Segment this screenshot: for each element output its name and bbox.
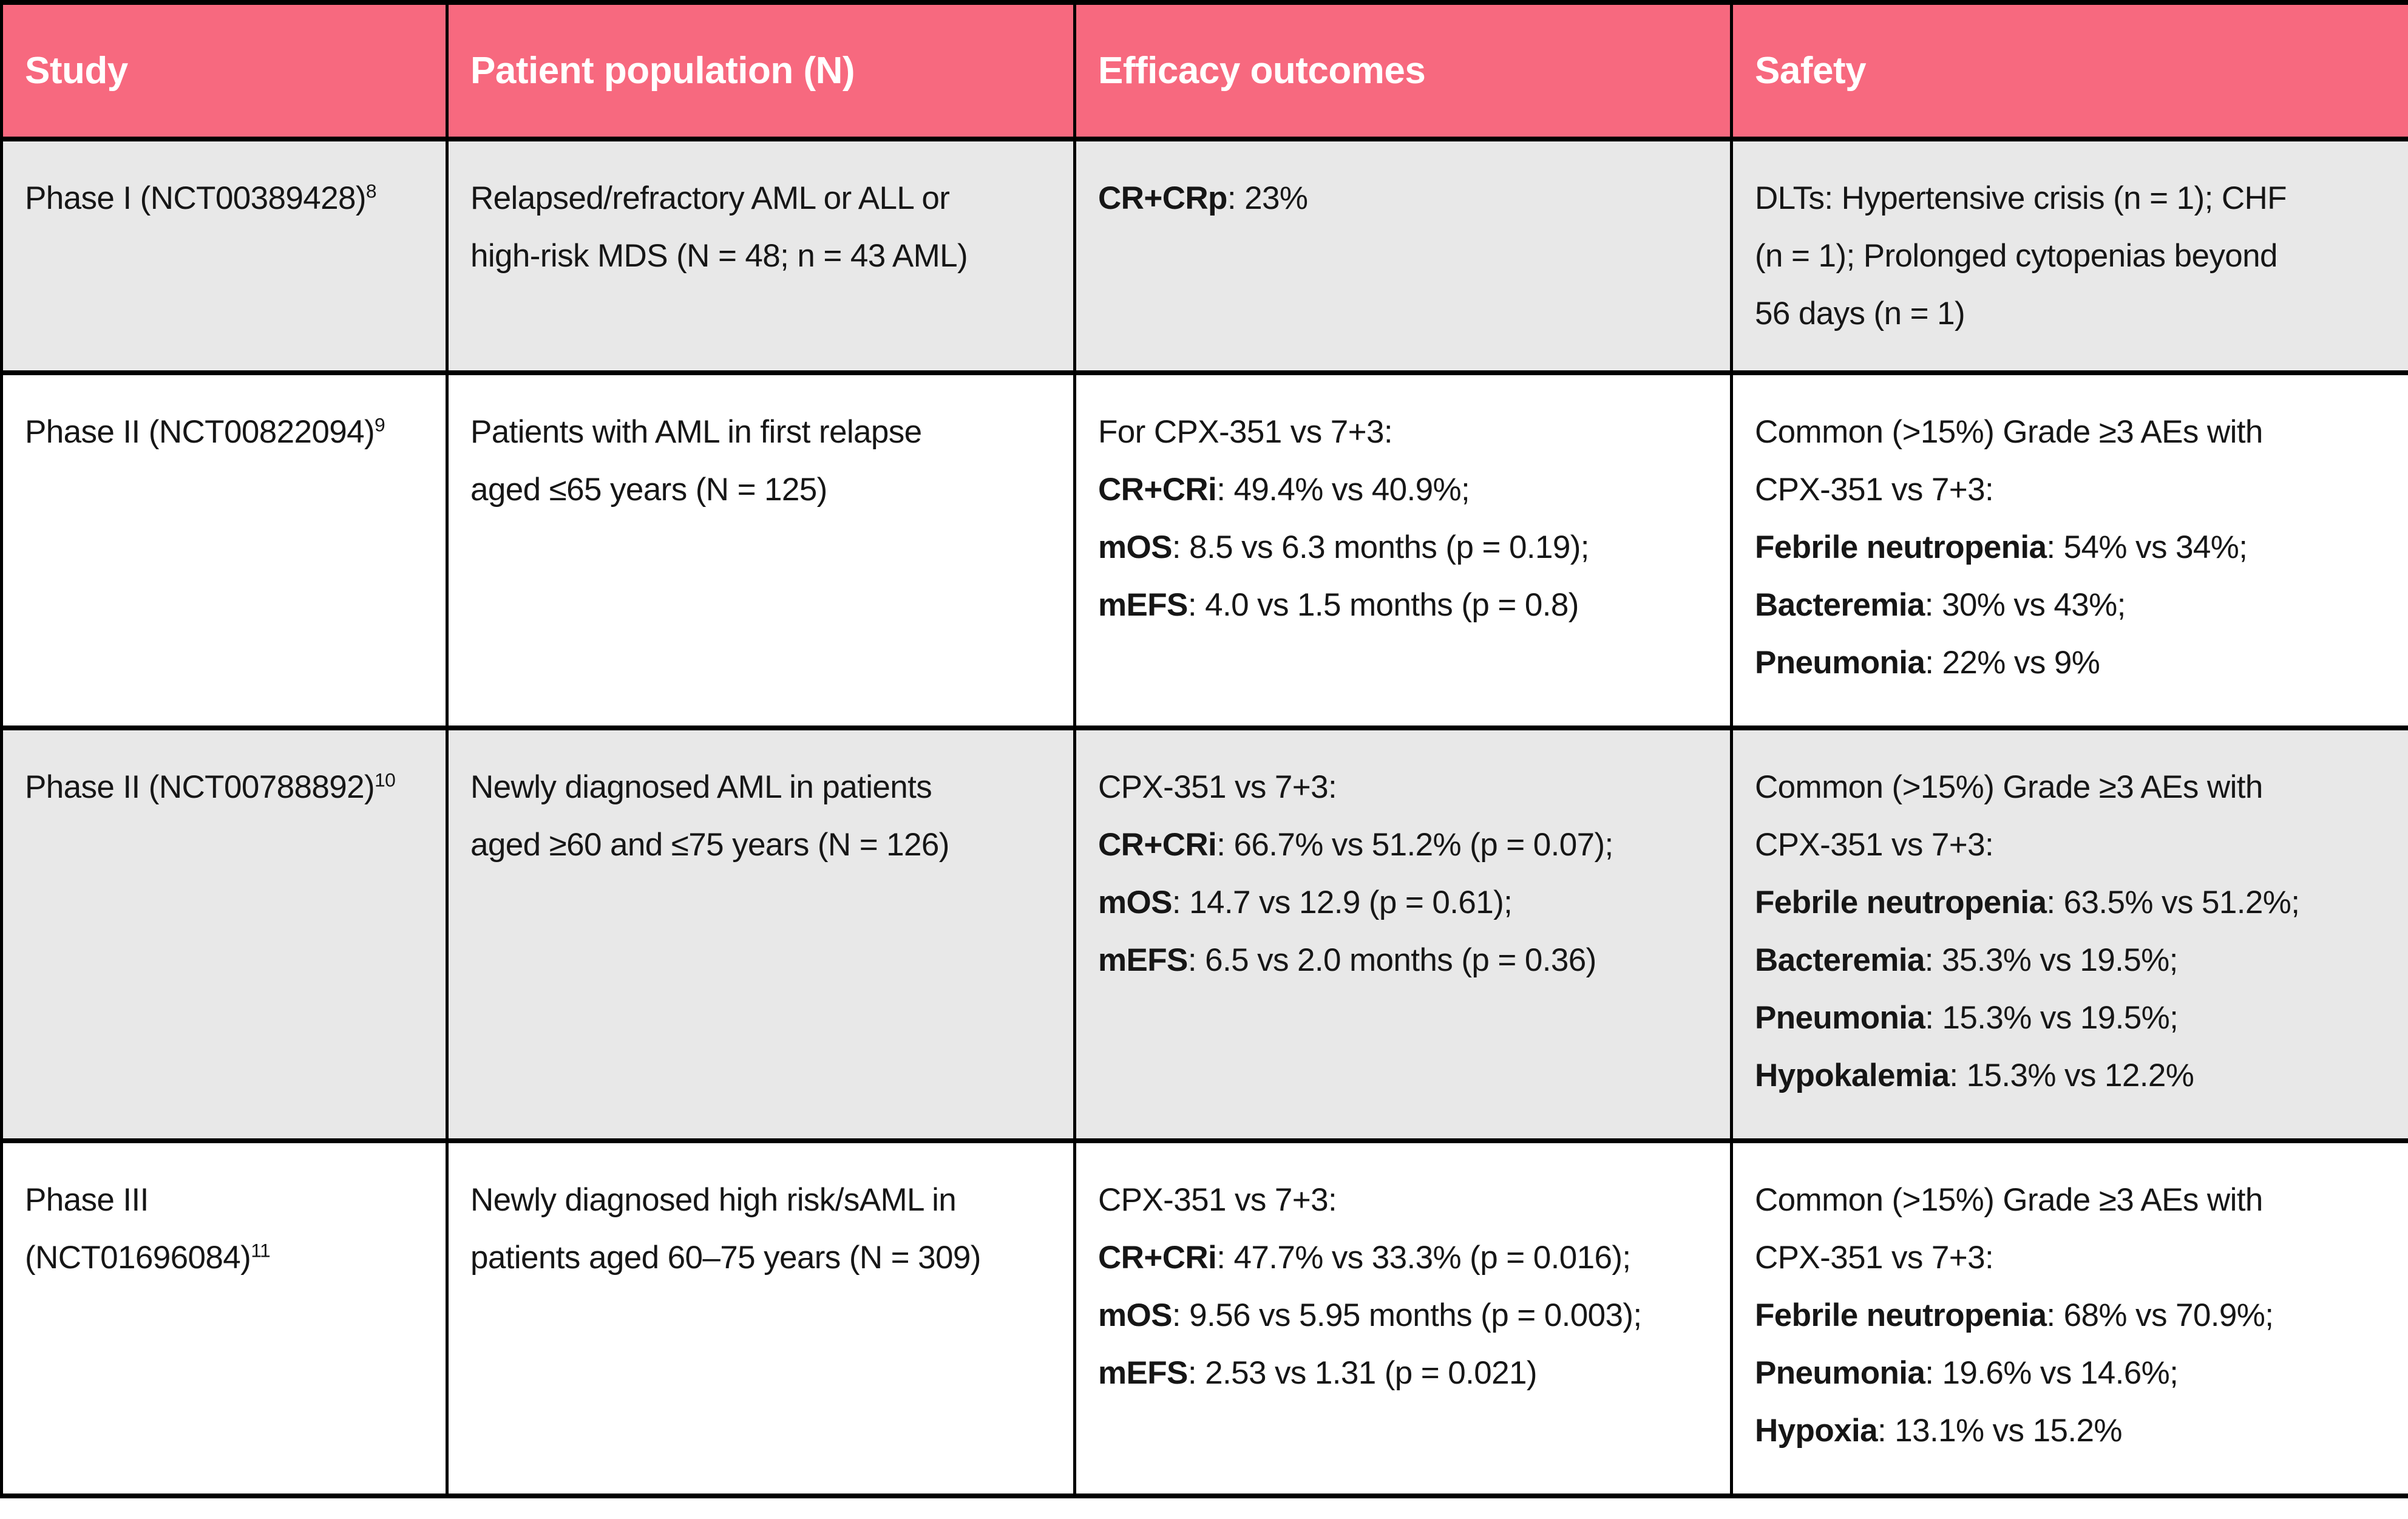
metric-label: mOS (1098, 529, 1173, 565)
cell-safety: Common (>15%) Grade ≥3 AEs with CPX-351 … (1730, 726, 2408, 1143)
text-line: CPX-351 vs 7+3: (1755, 1240, 1994, 1276)
text-line: Newly diagnosed AML in patients (470, 769, 932, 805)
adverse-event-label: Bacteremia (1755, 942, 1925, 978)
cell-safety: DLTs: Hypertensive crisis (n = 1); CHF (… (1730, 137, 2408, 375)
adverse-event-label: Febrile neutropenia (1755, 885, 2047, 920)
metric-label: CR+CRi (1098, 1240, 1217, 1276)
text-line: (n = 1); Prolonged cytopenias beyond (1755, 238, 2277, 274)
cell-study: Phase III (NCT01696084)11 (0, 1138, 449, 1498)
text-line: Bacteremia: 30% vs 43%; (1755, 587, 2126, 623)
text-line: 56 days (n = 1) (1755, 296, 1965, 331)
cell-safety: Common (>15%) Grade ≥3 AEs with CPX-351 … (1730, 370, 2408, 730)
text-line: CPX-351 vs 7+3: (1098, 769, 1337, 805)
metric-label: mEFS (1098, 942, 1188, 978)
text-line: Common (>15%) Grade ≥3 AEs with (1755, 769, 2263, 805)
header-row: Study Patient population (N) Efficacy ou… (0, 0, 2408, 141)
adverse-event-label: Hypoxia (1755, 1413, 1878, 1449)
text-line: Febrile neutropenia: 63.5% vs 51.2%; (1755, 885, 2300, 920)
text-line: Patients with AML in first relapse (470, 414, 922, 450)
table-row-phase-2a: Phase II (NCT00822094)9 Patients with AM… (0, 370, 2408, 730)
cell-patient-population: Relapsed/refractory AML or ALL or high-r… (446, 137, 1076, 375)
table-row-phase-1: Phase I (NCT00389428)8 Relapsed/refracto… (0, 137, 2408, 375)
cell-patient-population: Newly diagnosed AML in patients aged ≥60… (446, 726, 1076, 1143)
text-line: CR+CRp: 23% (1098, 180, 1308, 216)
table-row-phase-2b: Phase II (NCT00788892)10 Newly diagnosed… (0, 726, 2408, 1143)
cell-efficacy-outcomes: CPX-351 vs 7+3: CR+CRi: 47.7% vs 33.3% (… (1073, 1138, 1733, 1498)
metric-label: mOS (1098, 1297, 1173, 1333)
cell-study: Phase II (NCT00788892)10 (0, 726, 449, 1143)
study-id: Phase I (NCT00389428)8 (25, 180, 377, 216)
text-line: aged ≤65 years (N = 125) (470, 472, 827, 508)
text-line: Relapsed/refractory AML or ALL or (470, 180, 950, 216)
cell-patient-population: Patients with AML in first relapse aged … (446, 370, 1076, 730)
text-line: Febrile neutropenia: 68% vs 70.9%; (1755, 1297, 2274, 1333)
text-line: DLTs: Hypertensive crisis (n = 1); CHF (1755, 180, 2287, 216)
text-line: Newly diagnosed high risk/sAML in (470, 1182, 957, 1218)
reference-superscript: 8 (365, 180, 377, 202)
column-header-study: Study (0, 0, 449, 141)
text-line: CPX-351 vs 7+3: (1755, 472, 1994, 508)
reference-superscript: 10 (375, 769, 396, 791)
text-line: CR+CRi: 49.4% vs 40.9%; (1098, 472, 1470, 508)
text-line: Hypoxia: 13.1% vs 15.2% (1755, 1413, 2122, 1449)
metric-label: CR+CRp (1098, 180, 1227, 216)
text-line: Common (>15%) Grade ≥3 AEs with (1755, 1182, 2263, 1218)
text-line: mOS: 9.56 vs 5.95 months (p = 0.003); (1098, 1297, 1642, 1333)
cell-safety: Common (>15%) Grade ≥3 AEs with CPX-351 … (1730, 1138, 2408, 1498)
text-line: mEFS: 2.53 vs 1.31 (p = 0.021) (1098, 1355, 1538, 1391)
adverse-event-label: Pneumonia (1755, 1000, 1925, 1036)
text-line: mOS: 14.7 vs 12.9 (p = 0.61); (1098, 885, 1513, 920)
adverse-event-label: Pneumonia (1755, 645, 1925, 681)
text-line: CR+CRi: 66.7% vs 51.2% (p = 0.07); (1098, 827, 1613, 863)
text-line: patients aged 60–75 years (N = 309) (470, 1240, 981, 1276)
text-line: mOS: 8.5 vs 6.3 months (p = 0.19); (1098, 529, 1589, 565)
study-id: Phase II (NCT00788892)10 (25, 769, 396, 805)
metric-label: mEFS (1098, 1355, 1188, 1391)
adverse-event-label: Febrile neutropenia (1755, 1297, 2047, 1333)
metric-label: mOS (1098, 885, 1173, 920)
cell-patient-population: Newly diagnosed high risk/sAML in patien… (446, 1138, 1076, 1498)
text-line: high-risk MDS (N = 48; n = 43 AML) (470, 238, 968, 274)
cell-efficacy-outcomes: CPX-351 vs 7+3: CR+CRi: 66.7% vs 51.2% (… (1073, 726, 1733, 1143)
text-line: Bacteremia: 35.3% vs 19.5%; (1755, 942, 2178, 978)
text-line: Common (>15%) Grade ≥3 AEs with (1755, 414, 2263, 450)
text-line: CPX-351 vs 7+3: (1098, 1182, 1337, 1218)
cell-study: Phase I (NCT00389428)8 (0, 137, 449, 375)
text-line: mEFS: 4.0 vs 1.5 months (p = 0.8) (1098, 587, 1579, 623)
text-line: CR+CRi: 47.7% vs 33.3% (p = 0.016); (1098, 1240, 1631, 1276)
metric-label: CR+CRi (1098, 827, 1217, 863)
column-header-safety: Safety (1730, 0, 2408, 141)
adverse-event-label: Febrile neutropenia (1755, 529, 2047, 565)
column-header-efficacy-outcomes: Efficacy outcomes (1073, 0, 1733, 141)
text-line: Hypokalemia: 15.3% vs 12.2% (1755, 1058, 2194, 1093)
text-line: Febrile neutropenia: 54% vs 34%; (1755, 529, 2248, 565)
reference-superscript: 11 (251, 1239, 271, 1262)
text-line: Pneumonia: 15.3% vs 19.5%; (1755, 1000, 2179, 1036)
column-header-patient-population: Patient population (N) (446, 0, 1076, 141)
adverse-event-label: Bacteremia (1755, 587, 1925, 623)
reference-superscript: 9 (375, 413, 385, 436)
text-line: For CPX-351 vs 7+3: (1098, 414, 1393, 450)
metric-label: mEFS (1098, 587, 1188, 623)
adverse-event-label: Hypokalemia (1755, 1058, 1950, 1093)
text-line: Pneumonia: 22% vs 9% (1755, 645, 2100, 681)
cell-efficacy-outcomes: For CPX-351 vs 7+3: CR+CRi: 49.4% vs 40.… (1073, 370, 1733, 730)
text-line: CPX-351 vs 7+3: (1755, 827, 1994, 863)
study-id: Phase II (NCT00822094)9 (25, 413, 385, 450)
text-line: mEFS: 6.5 vs 2.0 months (p = 0.36) (1098, 942, 1596, 978)
cell-study: Phase II (NCT00822094)9 (0, 370, 449, 730)
adverse-event-label: Pneumonia (1755, 1355, 1925, 1391)
metric-label: CR+CRi (1098, 472, 1217, 508)
text-line: Pneumonia: 19.6% vs 14.6%; (1755, 1355, 2179, 1391)
table-row-phase-3: Phase III (NCT01696084)11 Newly diagnose… (0, 1138, 2408, 1498)
text-line: aged ≥60 and ≤75 years (N = 126) (470, 827, 949, 863)
study-id: Phase III (25, 1182, 149, 1218)
cell-efficacy-outcomes: CR+CRp: 23% (1073, 137, 1733, 375)
study-id: (NCT01696084)11 (25, 1239, 271, 1276)
